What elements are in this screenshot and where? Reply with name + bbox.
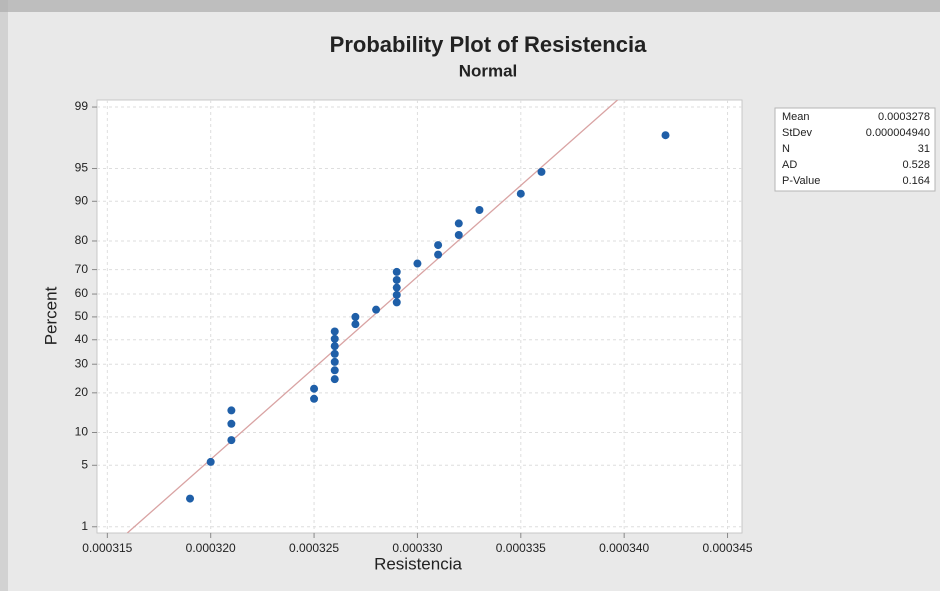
data-point [434,241,443,250]
data-point [227,406,236,415]
data-point [413,259,422,268]
data-point [310,394,319,403]
stats-box [774,107,936,192]
y-tick-label: 50 [75,309,89,323]
x-tick-label: 0.000345 [702,541,752,555]
y-tick-label: 70 [75,262,89,276]
y-tick-label: 10 [75,425,89,439]
x-tick-label: 0.000330 [392,541,442,555]
data-point [310,384,319,393]
data-point [330,357,339,366]
stats-value: 0.528 [902,159,930,171]
stats-name: Mean [782,111,810,123]
frame-shadow-left [0,0,8,591]
stats-name: P-Value [782,175,820,187]
y-tick-label: 99 [75,99,89,113]
frame-shadow [0,0,940,12]
data-point [392,267,401,276]
y-tick-label: 1 [81,519,88,533]
stats-name: N [782,143,790,155]
chart-title: Probability Plot of Resistencia [330,32,647,57]
y-tick-label: 20 [75,385,89,399]
data-point [330,342,339,351]
data-point [475,205,484,214]
chart-subtitle: Normal [459,61,518,80]
data-point [392,298,401,307]
y-tick-label: 30 [75,356,89,370]
data-point [434,250,443,259]
y-tick-label: 60 [75,286,89,300]
data-point [227,419,236,428]
data-point [330,327,339,336]
data-point [206,457,215,466]
data-point [516,189,525,198]
x-axis-label: Resistencia [374,554,462,573]
data-point [330,334,339,343]
stats-name: StDev [782,127,812,139]
data-point [330,349,339,358]
data-point [186,494,195,503]
x-tick-label: 0.000315 [82,541,132,555]
data-point [392,275,401,284]
data-point [351,320,360,329]
data-point [330,366,339,375]
data-point [330,375,339,384]
stats-value: 31 [918,143,930,155]
data-point [351,312,360,321]
data-point [537,167,546,176]
data-point [454,231,463,240]
y-tick-label: 40 [75,332,89,346]
data-point [392,283,401,292]
x-tick-label: 0.000320 [186,541,236,555]
y-axis-label: Percent [41,286,60,345]
x-tick-label: 0.000325 [289,541,339,555]
data-point [227,436,236,445]
stats-value: 0.164 [902,175,930,187]
y-tick-label: 90 [75,193,89,207]
data-point [661,131,670,140]
data-point [392,290,401,299]
plot-area [96,99,743,534]
data-point [454,219,463,228]
y-tick-label: 5 [81,457,88,471]
x-tick-label: 0.000340 [599,541,649,555]
stats-value: 0.0003278 [878,111,930,123]
y-tick-label: 80 [75,233,89,247]
data-point [372,305,381,314]
stats-name: AD [782,159,797,171]
x-tick-label: 0.000335 [496,541,546,555]
stats-value: 0.000004940 [866,127,930,139]
y-tick-label: 95 [75,161,89,175]
